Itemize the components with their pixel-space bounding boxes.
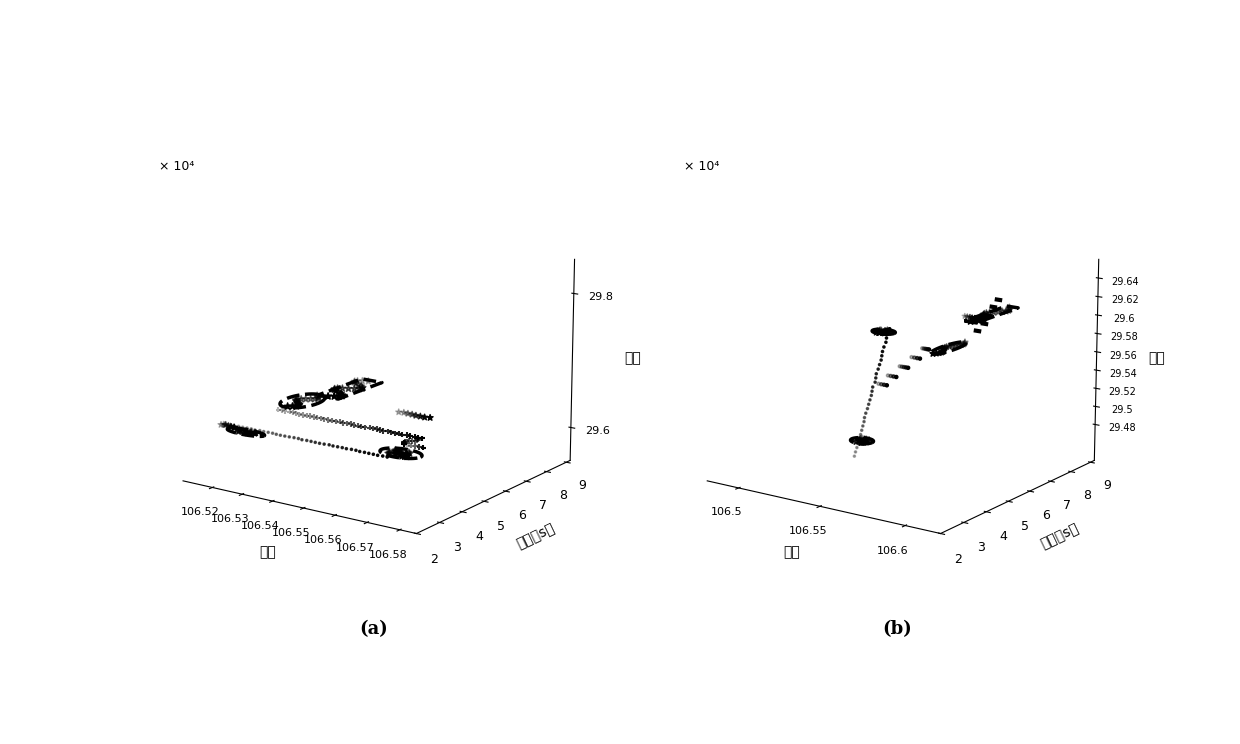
Y-axis label: 时间（s）: 时间（s） [515,521,557,551]
Text: × 10⁴: × 10⁴ [160,161,195,173]
X-axis label: 经度: 经度 [259,545,277,559]
Y-axis label: 时间（s）: 时间（s） [1038,521,1081,551]
Title: (b): (b) [883,620,913,638]
X-axis label: 经度: 经度 [784,545,801,559]
Text: × 10⁴: × 10⁴ [683,161,719,173]
Title: (a): (a) [360,620,388,638]
